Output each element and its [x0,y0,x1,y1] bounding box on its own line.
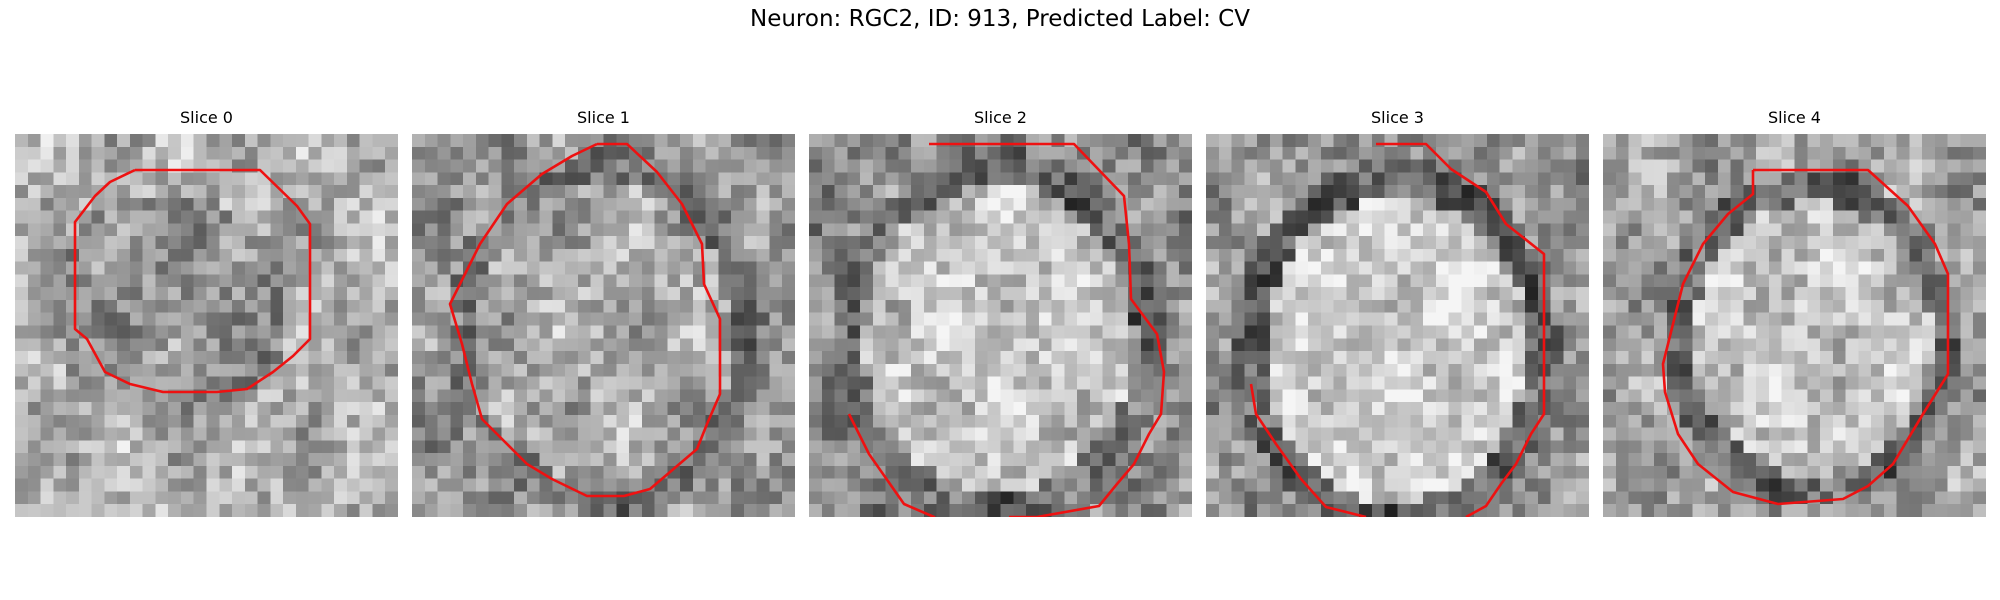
pixel-grid [809,134,1192,517]
slice-image-1 [412,134,795,517]
slice-title-4: Slice 4 [1768,108,1821,127]
pixel-grid [1206,134,1589,517]
segmentation-contour-fragment [1249,383,1367,517]
slice-image-2 [809,134,1192,517]
slice-title-1: Slice 1 [577,108,630,127]
slice-image-4 [1603,134,1986,517]
pixel-grid [1603,134,1986,517]
slice-image-0 [15,134,398,517]
slice-title-2: Slice 2 [974,108,1027,127]
segmentation-contour-fragment [847,413,936,517]
pixel-grid [15,134,398,517]
slice-title-3: Slice 3 [1371,108,1424,127]
segmentation-contour [929,142,1166,517]
segmentation-contour [448,142,722,498]
slice-title-0: Slice 0 [180,108,233,127]
slice-image-3 [1206,134,1589,517]
figure-title: Neuron: RGC2, ID: 913, Predicted Label: … [750,6,1250,32]
segmentation-contour [73,168,312,394]
segmentation-contour [1376,142,1546,517]
pixel-grid [412,134,795,517]
segmentation-contour [1661,168,1950,506]
